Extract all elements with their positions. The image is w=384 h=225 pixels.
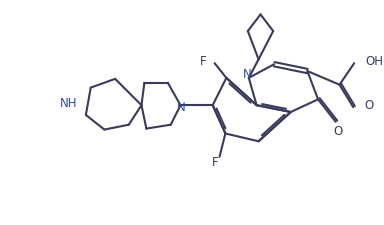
Text: F: F bbox=[212, 156, 219, 169]
Text: NH: NH bbox=[60, 97, 77, 110]
Text: N: N bbox=[242, 68, 251, 81]
Text: N: N bbox=[177, 101, 186, 114]
Text: OH: OH bbox=[365, 55, 383, 68]
Text: O: O bbox=[364, 99, 373, 112]
Text: F: F bbox=[200, 55, 207, 68]
Text: O: O bbox=[333, 125, 342, 138]
